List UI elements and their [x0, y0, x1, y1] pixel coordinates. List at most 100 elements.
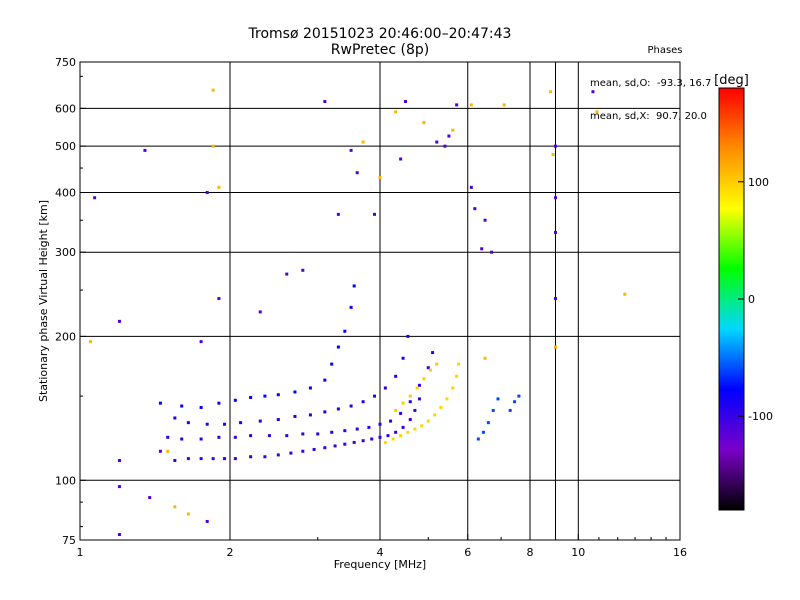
data-point: [301, 268, 305, 272]
data-point: [486, 421, 490, 425]
data-point: [217, 185, 221, 189]
data-point: [378, 175, 382, 179]
data-point: [361, 140, 365, 144]
data-point: [394, 430, 398, 434]
data-point: [491, 408, 495, 412]
axis-ticks: 1 2 4 6 8 10 16 75 100 200 300 400 500 600 750: [55, 56, 687, 559]
data-point: [386, 434, 390, 438]
data-point: [293, 390, 297, 394]
data-point: [258, 310, 262, 314]
data-point: [312, 447, 316, 451]
data-point: [469, 103, 473, 107]
data-point: [233, 457, 237, 461]
data-point: [233, 398, 237, 402]
y-tick-label: 300: [55, 246, 76, 259]
data-point: [330, 362, 334, 366]
data-point: [186, 457, 190, 461]
data-point: [408, 394, 412, 398]
data-point: [93, 196, 97, 200]
data-point: [428, 368, 432, 372]
data-point: [180, 404, 184, 408]
data-point: [408, 418, 412, 422]
data-point: [455, 374, 459, 378]
data-points: [89, 88, 627, 537]
data-point: [211, 144, 215, 148]
data-point: [439, 405, 443, 409]
data-point: [249, 395, 253, 399]
data-point: [502, 103, 506, 107]
y-axis-label: Stationary phase Virtual Height [km]: [37, 200, 50, 402]
data-point: [391, 437, 395, 441]
data-point: [361, 439, 365, 443]
data-point: [399, 157, 403, 161]
data-point: [406, 430, 410, 434]
data-point: [457, 362, 461, 366]
data-point: [308, 386, 312, 390]
data-point: [263, 394, 267, 398]
data-point: [205, 190, 209, 194]
data-point: [323, 378, 327, 382]
data-point: [217, 435, 221, 439]
data-point: [239, 421, 243, 425]
data-point: [343, 329, 347, 333]
data-point: [249, 455, 253, 459]
data-point: [370, 437, 374, 441]
data-point: [349, 305, 353, 309]
data-point: [591, 90, 595, 94]
data-point: [166, 449, 170, 453]
data-point: [394, 408, 398, 412]
data-point: [513, 400, 517, 404]
data-point: [551, 153, 555, 157]
data-point: [173, 458, 177, 462]
x-tick-label: 4: [377, 546, 384, 559]
data-point: [301, 432, 305, 436]
data-point: [223, 422, 227, 426]
data-point: [336, 345, 340, 349]
data-point: [406, 334, 410, 338]
data-point: [378, 435, 382, 439]
data-point: [553, 230, 557, 234]
data-point: [233, 435, 237, 439]
data-point: [199, 405, 203, 409]
data-point: [443, 144, 447, 148]
data-point: [186, 512, 190, 516]
data-point: [285, 434, 289, 438]
data-point: [293, 414, 297, 418]
data-point: [158, 449, 162, 453]
subtitle-line: RwPretec (8p): [330, 42, 430, 58]
data-point: [422, 121, 426, 125]
data-point: [401, 356, 405, 360]
data-point: [333, 444, 337, 448]
y-tick-label: 75: [62, 534, 76, 547]
data-point: [276, 453, 280, 457]
data-point: [276, 418, 280, 422]
data-point: [249, 434, 253, 438]
phase-stats-heading: Phases: [647, 45, 683, 56]
data-point: [186, 421, 190, 425]
data-point: [336, 212, 340, 216]
data-point: [415, 386, 419, 390]
data-point: [217, 297, 221, 301]
data-point: [289, 451, 293, 455]
data-point: [483, 356, 487, 360]
data-point: [336, 407, 340, 411]
data-point: [422, 377, 426, 381]
data-point: [173, 505, 177, 509]
data-point: [308, 413, 312, 417]
data-point: [496, 397, 500, 401]
data-point: [323, 410, 327, 414]
data-point: [595, 110, 599, 114]
data-point: [199, 340, 203, 344]
colorbar-ticks: 100 0 -100: [738, 176, 773, 423]
data-point: [258, 419, 262, 423]
grid-lines: [80, 62, 680, 540]
y-tick-label: 500: [55, 140, 76, 153]
data-point: [361, 400, 365, 404]
data-point: [389, 419, 393, 423]
colorbar-tick-label: 0: [748, 293, 755, 306]
data-point: [276, 393, 280, 397]
data-point: [367, 425, 371, 429]
data-point: [373, 394, 377, 398]
data-point: [349, 404, 353, 408]
